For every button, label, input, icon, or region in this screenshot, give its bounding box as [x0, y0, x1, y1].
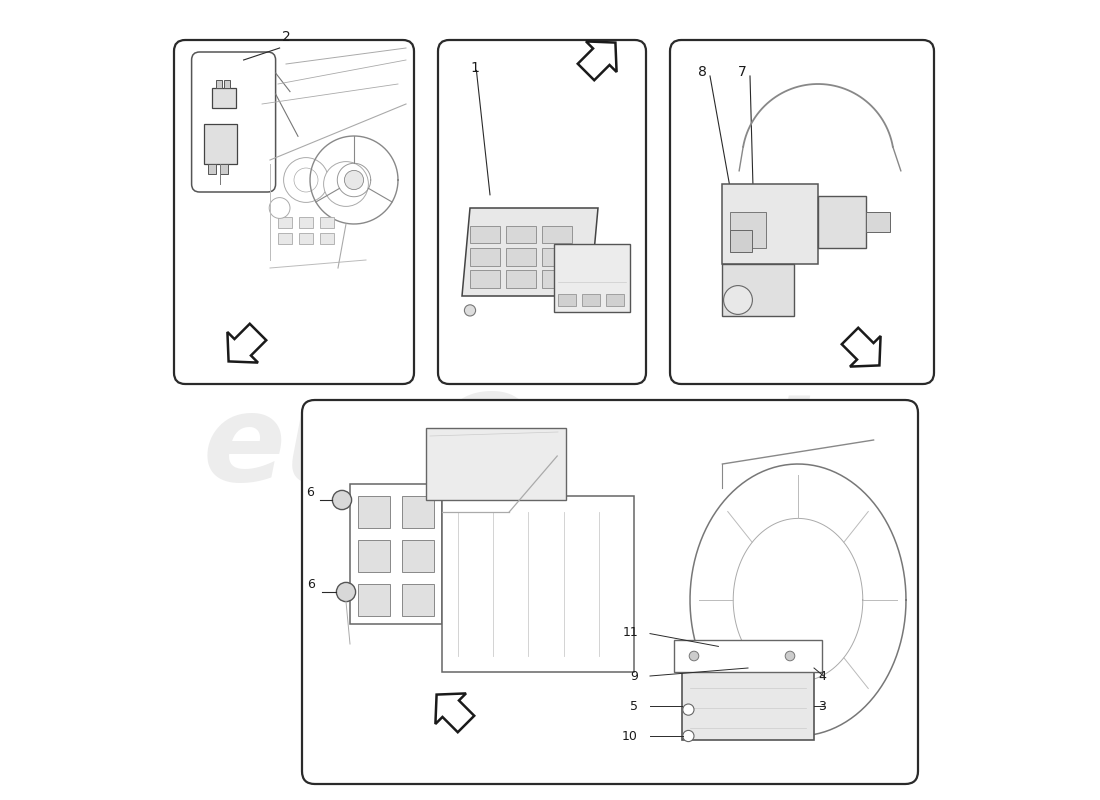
FancyBboxPatch shape — [302, 400, 918, 784]
Circle shape — [284, 158, 329, 202]
Text: 6: 6 — [306, 486, 313, 498]
Bar — [470, 270, 500, 288]
Bar — [730, 212, 766, 248]
Bar — [299, 233, 314, 244]
Bar — [216, 80, 222, 88]
Bar — [554, 244, 630, 312]
Bar — [350, 484, 442, 624]
Bar — [442, 496, 634, 672]
Text: 10: 10 — [623, 730, 638, 742]
Bar — [542, 270, 572, 288]
Bar — [211, 88, 235, 108]
Bar — [506, 270, 537, 288]
Text: 2: 2 — [282, 30, 290, 44]
Bar — [402, 496, 434, 528]
Bar — [320, 233, 334, 244]
Bar — [506, 248, 537, 266]
Bar — [358, 496, 390, 528]
Bar — [278, 217, 293, 228]
Circle shape — [332, 490, 352, 510]
Bar — [470, 226, 500, 243]
Text: 11: 11 — [623, 626, 638, 638]
Bar — [208, 164, 216, 174]
Bar — [542, 226, 572, 243]
Bar — [402, 584, 434, 616]
Circle shape — [270, 198, 290, 218]
Bar — [558, 294, 575, 306]
Bar — [506, 226, 537, 243]
Text: 6: 6 — [308, 578, 316, 590]
Polygon shape — [842, 328, 881, 366]
Bar — [818, 196, 866, 248]
FancyBboxPatch shape — [174, 40, 414, 384]
Polygon shape — [578, 42, 617, 80]
Text: 1: 1 — [470, 61, 478, 75]
Circle shape — [724, 286, 752, 314]
Circle shape — [337, 582, 355, 602]
Text: 5: 5 — [630, 700, 638, 713]
Circle shape — [683, 730, 694, 742]
Circle shape — [683, 704, 694, 715]
Bar — [426, 428, 566, 500]
FancyBboxPatch shape — [670, 40, 934, 384]
Bar — [730, 230, 752, 252]
Text: eurOparts: eurOparts — [202, 390, 898, 506]
Circle shape — [464, 305, 475, 316]
Circle shape — [344, 170, 364, 190]
Text: 4: 4 — [818, 670, 826, 682]
Polygon shape — [228, 324, 266, 362]
Bar — [722, 264, 794, 316]
Bar — [299, 217, 314, 228]
Text: 8: 8 — [698, 65, 707, 79]
Text: a passion for cars since 1985: a passion for cars since 1985 — [358, 555, 742, 581]
Bar — [204, 124, 238, 164]
Bar — [682, 672, 814, 740]
Bar — [674, 640, 822, 672]
Bar — [470, 248, 500, 266]
Text: 3: 3 — [818, 700, 826, 713]
Bar — [582, 294, 600, 306]
Text: 9: 9 — [630, 670, 638, 682]
FancyBboxPatch shape — [191, 52, 276, 192]
Bar — [866, 212, 890, 232]
Bar — [358, 540, 390, 572]
Bar — [402, 540, 434, 572]
Bar — [220, 164, 228, 174]
Bar — [358, 584, 390, 616]
Bar — [542, 248, 572, 266]
Polygon shape — [462, 208, 598, 296]
Circle shape — [323, 162, 368, 206]
Text: 7: 7 — [738, 65, 747, 79]
Circle shape — [294, 168, 318, 192]
Bar — [722, 184, 818, 264]
Bar — [223, 80, 230, 88]
Polygon shape — [436, 694, 474, 732]
Bar — [320, 217, 334, 228]
Bar — [606, 294, 624, 306]
Circle shape — [690, 651, 698, 661]
Circle shape — [785, 651, 795, 661]
FancyBboxPatch shape — [438, 40, 646, 384]
Bar — [278, 233, 293, 244]
